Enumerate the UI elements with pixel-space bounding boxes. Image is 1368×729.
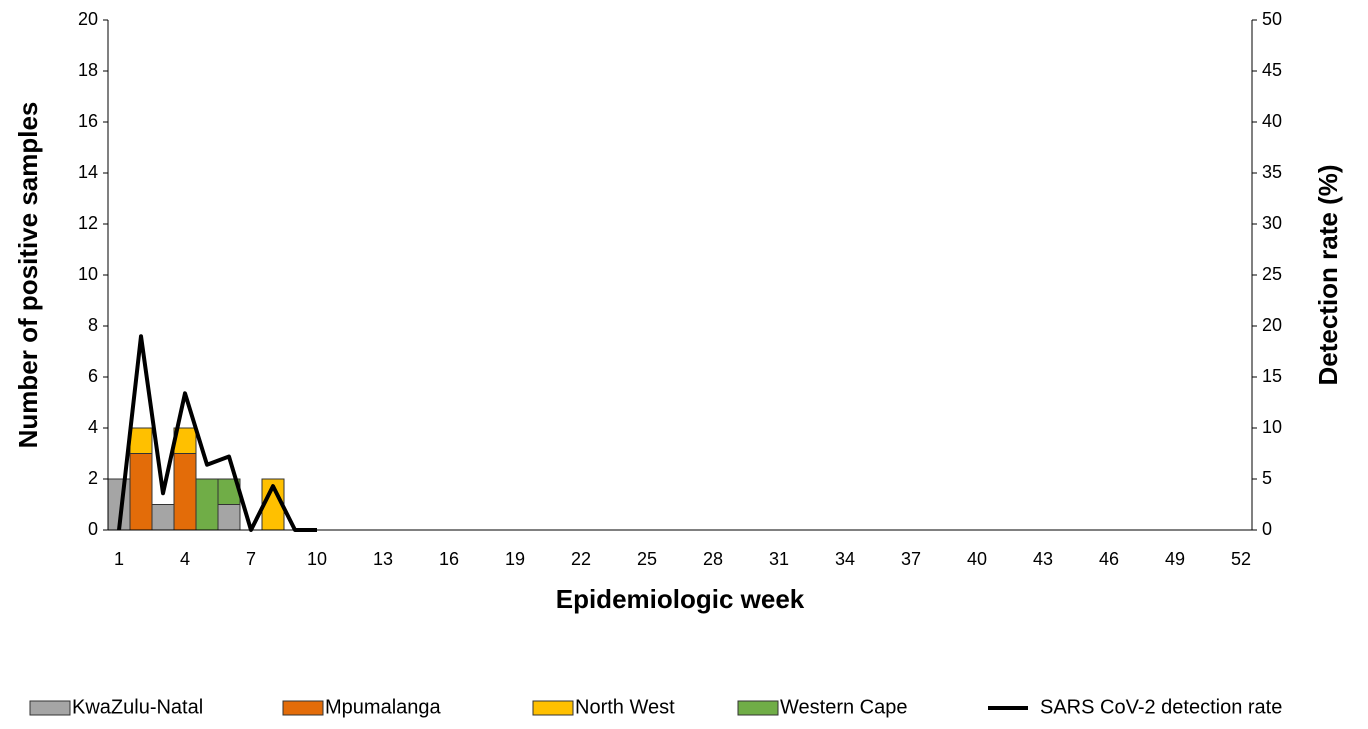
x-tick-label: 16 xyxy=(439,549,459,569)
y2-tick-label: 25 xyxy=(1262,264,1282,284)
bar xyxy=(173,453,197,531)
x-tick-label: 31 xyxy=(769,549,789,569)
y-axis-title: Number of positive samples xyxy=(13,102,43,449)
legend-label: SARS CoV-2 detection rate xyxy=(1040,696,1282,718)
legend-label: Mpumalanga xyxy=(325,696,442,718)
y2-tick-label: 50 xyxy=(1262,9,1282,29)
y2-axis-title: Detection rate (%) xyxy=(1313,164,1343,385)
legend-label: Western Cape xyxy=(780,696,907,718)
y2-tick-label: 5 xyxy=(1262,468,1272,488)
bar xyxy=(129,427,153,454)
y2-tick-label: 10 xyxy=(1262,417,1282,437)
legend-swatch xyxy=(737,700,779,716)
x-tick-label: 28 xyxy=(703,549,723,569)
y2-tick-label: 40 xyxy=(1262,111,1282,131)
x-tick-label: 40 xyxy=(967,549,987,569)
bar xyxy=(195,478,219,531)
y-tick-label: 16 xyxy=(78,111,98,131)
bar xyxy=(129,453,153,531)
y-tick-label: 20 xyxy=(78,9,98,29)
x-tick-label: 52 xyxy=(1231,549,1251,569)
y2-tick-label: 20 xyxy=(1262,315,1282,335)
x-tick-label: 13 xyxy=(373,549,393,569)
legend-label: North West xyxy=(575,696,675,718)
y-tick-label: 12 xyxy=(78,213,98,233)
x-tick-label: 49 xyxy=(1165,549,1185,569)
y2-tick-label: 0 xyxy=(1262,519,1272,539)
x-tick-label: 46 xyxy=(1099,549,1119,569)
y-tick-label: 2 xyxy=(88,468,98,488)
x-axis-title: Epidemiologic week xyxy=(556,584,805,614)
legend-swatch xyxy=(29,700,71,716)
x-tick-label: 25 xyxy=(637,549,657,569)
y2-tick-label: 35 xyxy=(1262,162,1282,182)
y-tick-label: 18 xyxy=(78,60,98,80)
y-tick-label: 8 xyxy=(88,315,98,335)
y-tick-label: 14 xyxy=(78,162,98,182)
x-tick-label: 34 xyxy=(835,549,855,569)
y2-tick-label: 15 xyxy=(1262,366,1282,386)
x-tick-label: 1 xyxy=(114,549,124,569)
legend-swatch xyxy=(532,700,574,716)
y-tick-label: 6 xyxy=(88,366,98,386)
y-tick-label: 0 xyxy=(88,519,98,539)
y2-tick-label: 45 xyxy=(1262,60,1282,80)
x-tick-label: 37 xyxy=(901,549,921,569)
x-tick-label: 43 xyxy=(1033,549,1053,569)
line xyxy=(117,334,317,532)
legend-swatch xyxy=(282,700,324,716)
y2-tick-label: 30 xyxy=(1262,213,1282,233)
x-tick-label: 7 xyxy=(246,549,256,569)
y-tick-label: 4 xyxy=(88,417,98,437)
bar xyxy=(151,504,175,531)
x-tick-label: 22 xyxy=(571,549,591,569)
x-tick-label: 19 xyxy=(505,549,525,569)
legend-label: KwaZulu-Natal xyxy=(72,696,203,718)
y-tick-label: 10 xyxy=(78,264,98,284)
bar xyxy=(217,504,241,531)
x-tick-label: 10 xyxy=(307,549,327,569)
x-tick-label: 4 xyxy=(180,549,190,569)
